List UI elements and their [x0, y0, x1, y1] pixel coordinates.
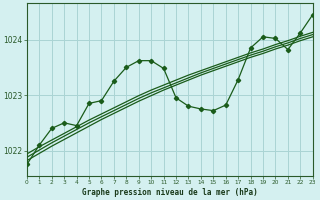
- X-axis label: Graphe pression niveau de la mer (hPa): Graphe pression niveau de la mer (hPa): [82, 188, 258, 197]
